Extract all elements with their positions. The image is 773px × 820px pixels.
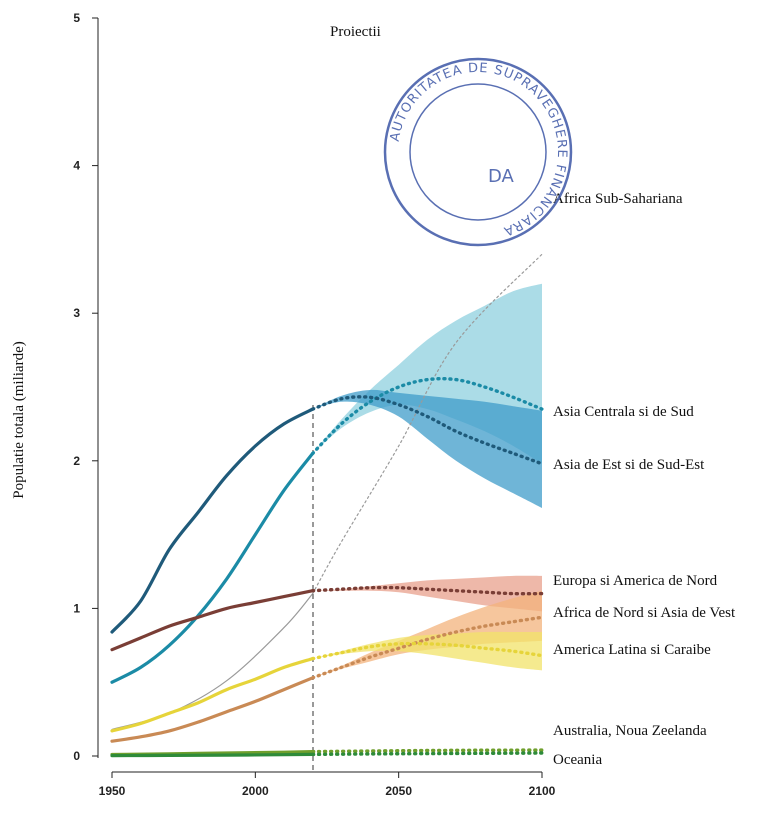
line-oceania xyxy=(110,752,315,758)
band-asia-de-est-si-de-sud-est xyxy=(312,389,542,508)
projection-bands xyxy=(312,283,542,678)
label-australia-noua-zeelanda: Australia, Noua Zeelanda xyxy=(553,723,707,739)
x-tick-label-1950: 1950 xyxy=(99,784,126,798)
label-africa-sub-sahariana: Africa Sub-Sahariana xyxy=(553,191,683,207)
line-africa-de-nord-si-asia-de-vest xyxy=(110,676,315,743)
stamp-text: AUTORITATEA DE SUPRAVEGHERE FINANCIARA xyxy=(388,61,569,239)
x-tick-label-2100: 2100 xyxy=(529,784,556,798)
projection-europa-si-america-de-nord xyxy=(311,585,544,596)
line-asia-de-est-si-de-sud-est xyxy=(110,407,315,634)
y-tick-label-2: 2 xyxy=(73,454,80,468)
line-europa-si-america-de-nord xyxy=(110,589,315,652)
projection-oceania xyxy=(311,751,544,757)
projection-asia-de-est-si-de-sud-est xyxy=(311,395,544,466)
y-tick-label-3: 3 xyxy=(73,306,80,320)
y-tick-label-5: 5 xyxy=(73,11,80,25)
ticks: 0 1 2 3 4 5 1950 2000 2050 2100 xyxy=(73,11,555,798)
label-europa-si-america-de-nord: Europa si America de Nord xyxy=(553,573,718,589)
series-labels: Africa Sub-Sahariana Asia Centrala si de … xyxy=(553,191,736,768)
projection-africa-de-nord-si-asia-de-vest xyxy=(311,615,544,680)
axes xyxy=(97,18,542,773)
stamp-inner-ring xyxy=(409,83,547,221)
stamp-center-mark: DA xyxy=(488,166,515,187)
label-asia-de-est-si-de-sud-est: Asia de Est si de Sud-Est xyxy=(553,457,705,473)
x-tick-label-2050: 2050 xyxy=(385,784,412,798)
x-tick-label-2000: 2000 xyxy=(242,784,269,798)
y-tick-label-1: 1 xyxy=(73,601,80,615)
line-asia-centrala-si-de-sud xyxy=(110,451,315,684)
projection-america-latina-si-caraibe xyxy=(311,641,544,661)
band-america-latina-si-caraibe xyxy=(312,631,542,671)
projections-label: Proiectii xyxy=(330,24,381,40)
projection-asia-centrala-si-de-sud xyxy=(311,377,544,456)
label-africa-de-nord-si-asia-de-vest: Africa de Nord si Asia de Vest xyxy=(553,605,736,621)
official-stamp: AUTORITATEA DE SUPRAVEGHERE FINANCIARA D… xyxy=(383,57,573,247)
y-tick-label-0: 0 xyxy=(73,749,80,763)
projection-australia-noua-zeelanda xyxy=(311,748,544,754)
line-america-latina-si-caraibe xyxy=(110,657,315,733)
series-lines xyxy=(110,253,544,758)
label-oceania: Oceania xyxy=(553,752,602,768)
y-tick-label-4: 4 xyxy=(73,159,80,173)
projection-africa-sub-sahariana xyxy=(312,253,543,595)
y-axis-label: Populatie totala (miliarde) xyxy=(11,341,27,498)
label-asia-centrala-si-de-sud: Asia Centrala si de Sud xyxy=(553,404,694,420)
stamp-outer-ring xyxy=(383,57,573,247)
band-europa-si-america-de-nord xyxy=(312,575,542,612)
label-america-latina-si-caraibe: America Latina si Caraibe xyxy=(553,642,711,658)
